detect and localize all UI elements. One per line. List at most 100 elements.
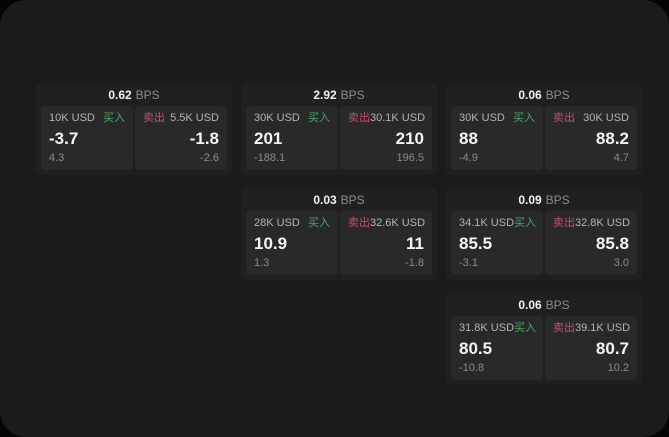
card-header: 0.06 BPS (451, 293, 637, 316)
buy-size-label: 30K USD (254, 112, 300, 124)
quote-card-3: 0.06 BPS 30K USD 买入 88 -4.9 卖出 30K USD 8… (446, 83, 642, 175)
quote-card-2: 2.92 BPS 30K USD 买入 201 -188.1 卖出 30.1K … (241, 83, 437, 175)
buy-price: 10.9 (254, 234, 288, 253)
bps-unit-label: BPS (545, 87, 570, 102)
sell-price: 11 (406, 234, 424, 253)
buy-panel-top: 31.8K USD 买入 (459, 322, 537, 334)
quote-card-1: 0.62 BPS 10K USD 买入 -3.7 4.3 卖出 5.5K USD… (36, 83, 232, 175)
sell-delta: 196.5 (396, 152, 424, 164)
buy-panel[interactable]: 30K USD 买入 201 -188.1 (246, 106, 338, 170)
sell-price: -1.8 (189, 129, 219, 148)
sell-panel[interactable]: 卖出 32.6K USD 11 -1.8 (340, 211, 432, 275)
sell-panel[interactable]: 卖出 30K USD 88.2 4.7 (545, 106, 637, 170)
buy-panel-top: 28K USD 买入 (254, 218, 330, 229)
sell-price: 85.8 (595, 234, 629, 253)
buy-side-label: 买入 (308, 112, 330, 124)
sell-panel-top: 卖出 30.1K USD (348, 112, 426, 124)
buy-panel-top: 30K USD 买入 (459, 113, 535, 124)
buy-size-label: 28K USD (254, 217, 300, 229)
buy-delta: -188.1 (254, 152, 286, 164)
sell-panel[interactable]: 卖出 39.1K USD 80.7 10.2 (545, 316, 637, 380)
bps-value: 0.62 (108, 87, 132, 102)
sell-side-label: 卖出 (143, 112, 165, 124)
bps-value: 0.03 (313, 192, 337, 207)
sell-price: 80.7 (595, 339, 629, 358)
sell-panel-top: 卖出 30K USD (553, 113, 629, 124)
buy-delta: -4.9 (459, 152, 478, 164)
sell-size-label: 5.5K USD (170, 112, 219, 124)
buy-side-label: 买入 (514, 217, 537, 229)
buy-panel-top: 34.1K USD 买入 (459, 217, 537, 229)
buy-panel[interactable]: 31.8K USD 买入 80.5 -10.8 (451, 316, 543, 380)
buy-size-label: 31.8K USD (459, 322, 515, 334)
sell-panel-top: 卖出 39.1K USD (553, 322, 631, 334)
panel-group: 28K USD 买入 10.9 1.3 卖出 32.6K USD 11 -1.8 (246, 211, 432, 275)
card-header: 0.06 BPS (451, 83, 637, 106)
buy-price: 80.5 (459, 339, 493, 358)
quote-card-6: 0.06 BPS 31.8K USD 买入 80.5 -10.8 卖出 39.1… (446, 293, 642, 385)
buy-panel[interactable]: 10K USD 买入 -3.7 4.3 (41, 106, 133, 170)
buy-side-label: 买入 (513, 112, 535, 124)
sell-delta: -1.8 (405, 257, 424, 269)
bps-unit-label: BPS (545, 192, 570, 207)
buy-panel-top: 10K USD 买入 (49, 113, 125, 124)
bps-value: 2.92 (313, 87, 337, 102)
buy-price: 88 (459, 129, 478, 148)
sell-delta: 10.2 (607, 362, 629, 374)
sell-panel[interactable]: 卖出 30.1K USD 210 196.5 (340, 106, 432, 170)
sell-size-label: 39.1K USD (575, 322, 631, 334)
sell-panel[interactable]: 卖出 32.8K USD 85.8 3.0 (545, 211, 637, 275)
sell-panel-top: 卖出 5.5K USD (143, 113, 219, 124)
bps-unit-label: BPS (340, 192, 365, 207)
sell-panel-top: 卖出 32.8K USD (553, 217, 631, 229)
buy-panel[interactable]: 34.1K USD 买入 85.5 -3.1 (451, 211, 543, 275)
buy-price: 85.5 (459, 234, 493, 253)
card-header: 0.03 BPS (246, 188, 432, 211)
sell-size-label: 32.6K USD (370, 217, 426, 229)
sell-price: 88.2 (595, 129, 629, 148)
buy-panel[interactable]: 30K USD 买入 88 -4.9 (451, 106, 543, 170)
sell-delta: 4.7 (613, 152, 629, 164)
bps-unit-label: BPS (340, 87, 365, 102)
panel-group: 31.8K USD 买入 80.5 -10.8 卖出 39.1K USD 80.… (451, 316, 637, 380)
buy-side-label: 买入 (103, 112, 125, 124)
sell-side-label: 卖出 (553, 217, 575, 229)
bps-unit-label: BPS (135, 87, 160, 102)
quote-card-4: 0.03 BPS 28K USD 买入 10.9 1.3 卖出 32.6K US… (241, 188, 437, 280)
sell-side-label: 卖出 (348, 217, 370, 229)
bps-value: 0.09 (518, 192, 542, 207)
buy-delta: 1.3 (254, 257, 270, 269)
sell-delta: -2.6 (200, 152, 219, 164)
bps-value: 0.06 (518, 297, 542, 312)
sell-size-label: 32.8K USD (575, 217, 631, 229)
buy-price: 201 (254, 129, 283, 148)
buy-size-label: 10K USD (49, 112, 95, 124)
buy-delta: -10.8 (459, 362, 485, 374)
sell-side-label: 卖出 (348, 112, 370, 124)
sell-side-label: 卖出 (553, 322, 575, 334)
bps-unit-label: BPS (545, 297, 570, 312)
sell-size-label: 30.1K USD (370, 112, 426, 124)
card-header: 0.09 BPS (451, 188, 637, 211)
panel-group: 34.1K USD 买入 85.5 -3.1 卖出 32.8K USD 85.8… (451, 211, 637, 275)
sell-panel[interactable]: 卖出 5.5K USD -1.8 -2.6 (135, 106, 227, 170)
card-header: 0.62 BPS (41, 83, 227, 106)
buy-size-label: 34.1K USD (459, 217, 515, 229)
buy-panel[interactable]: 28K USD 买入 10.9 1.3 (246, 211, 338, 275)
buy-size-label: 30K USD (459, 112, 505, 124)
buy-price: -3.7 (49, 129, 79, 148)
panel-group: 10K USD 买入 -3.7 4.3 卖出 5.5K USD -1.8 -2.… (41, 106, 227, 170)
card-header: 2.92 BPS (246, 83, 432, 106)
sell-panel-top: 卖出 32.6K USD (348, 217, 426, 229)
sell-delta: 3.0 (613, 257, 629, 269)
bps-value: 0.06 (518, 87, 542, 102)
quote-card-5: 0.09 BPS 34.1K USD 买入 85.5 -3.1 卖出 32.8K… (446, 188, 642, 280)
buy-panel-top: 30K USD 买入 (254, 113, 330, 124)
sell-size-label: 30K USD (583, 112, 629, 124)
buy-delta: 4.3 (49, 152, 65, 164)
panel-group: 30K USD 买入 88 -4.9 卖出 30K USD 88.2 4.7 (451, 106, 637, 170)
sell-side-label: 卖出 (553, 112, 575, 124)
buy-side-label: 买入 (514, 322, 537, 334)
panel-group: 30K USD 买入 201 -188.1 卖出 30.1K USD 210 1… (246, 106, 432, 170)
